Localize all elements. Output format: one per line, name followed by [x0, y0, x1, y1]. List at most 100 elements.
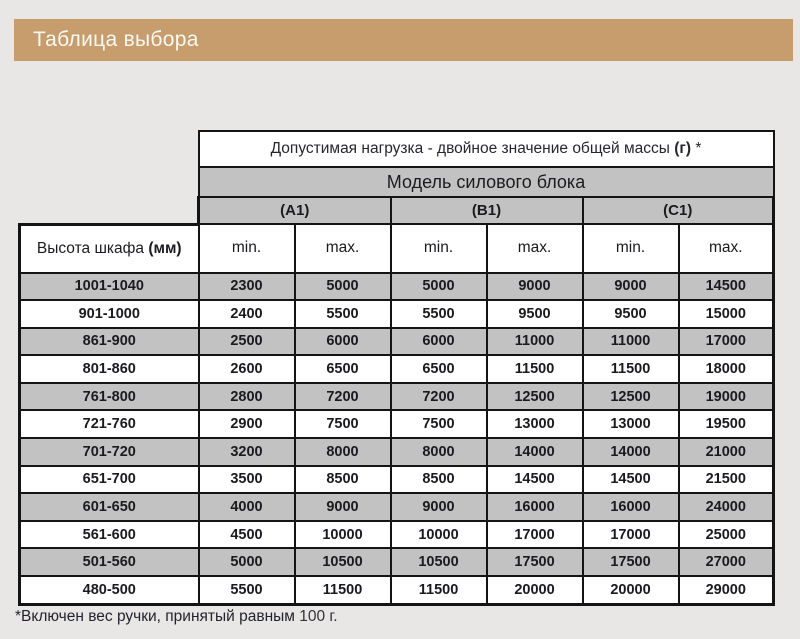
value-cell: 5000: [197, 547, 296, 578]
header-row-minmax: Высота шкафа (мм) min. max. min. max. mi…: [18, 222, 775, 274]
load-header-suffix: *: [695, 140, 702, 157]
value-cell: 27000: [677, 547, 775, 578]
minmax-cell: max.: [677, 223, 775, 274]
table-row: 721-760 2900 7500 7500 13000 13000 19500: [18, 409, 775, 440]
value-cell: 14000: [485, 437, 584, 467]
value-cell: 24000: [677, 492, 775, 522]
value-cell: 6000: [293, 326, 392, 357]
table-row: 801-860 2600 6500 6500 11500 11500 18000: [18, 354, 775, 384]
row-label: 501-560: [18, 547, 200, 578]
value-cell: 6500: [389, 354, 488, 384]
row-label: 601-650: [18, 492, 200, 522]
value-cell: 9000: [485, 271, 584, 302]
value-cell: 10500: [389, 547, 488, 578]
value-cell: 6500: [293, 354, 392, 384]
table-row: 561-600 4500 10000 10000 17000 17000 25000: [18, 519, 775, 550]
minmax-cell: min.: [197, 223, 296, 274]
value-cell: 2900: [197, 409, 296, 440]
table-body: 1001-1040 2300 5000 5000 9000 9000 14500 901-10…: [18, 271, 775, 606]
blank-corner: [20, 131, 199, 224]
value-cell: 9000: [389, 492, 488, 522]
value-cell: 7500: [293, 409, 392, 440]
value-cell: 5500: [293, 299, 392, 329]
footnote: *Включен вес ручки, принятый равным 100 …: [15, 608, 338, 626]
value-cell: 7200: [293, 381, 392, 412]
value-cell: 29000: [677, 575, 775, 606]
value-cell: 16000: [581, 492, 680, 522]
load-header-prefix: Допустимая нагрузка - двойное значение о…: [270, 140, 670, 157]
table-row: 501-560 5000 10500 10500 17500 17500 27000: [18, 547, 775, 578]
value-cell: 5000: [389, 271, 488, 302]
value-cell: 13000: [581, 409, 680, 440]
page-title-text: Таблица выбора: [33, 28, 199, 51]
value-cell: 2800: [197, 381, 296, 412]
value-cell: 21000: [677, 437, 775, 467]
value-cell: 17000: [485, 519, 584, 550]
table-row: 651-700 3500 8500 8500 14500 14500 21500: [18, 464, 775, 495]
header-row-units: (A1) (B1) (C1): [20, 196, 775, 225]
table-row: 901-1000 2400 5500 5500 9500 9500 15000: [18, 299, 775, 329]
table-row: 480-500 5500 11500 11500 20000 20000 29000: [18, 575, 775, 606]
value-cell: 12500: [581, 381, 680, 412]
value-cell: 19000: [677, 381, 775, 412]
value-cell: 11500: [293, 575, 392, 606]
row-label: 480-500: [18, 575, 200, 606]
value-cell: 14000: [581, 437, 680, 467]
height-header-prefix: Высота шкафа: [36, 239, 144, 257]
row-label: 561-600: [18, 519, 200, 550]
value-cell: 21500: [677, 464, 775, 495]
value-cell: 9500: [485, 299, 584, 329]
value-cell: 3500: [197, 464, 296, 495]
value-cell: 11500: [485, 354, 584, 384]
value-cell: 8000: [389, 437, 488, 467]
model-b1-cell: (B1): [389, 196, 584, 225]
value-cell: 9000: [581, 271, 680, 302]
value-cell: 17500: [485, 547, 584, 578]
minmax-cell: min.: [389, 223, 488, 274]
value-cell: 2400: [197, 299, 296, 329]
minmax-cell: min.: [581, 223, 680, 274]
value-cell: 25000: [677, 519, 775, 550]
value-cell: 2600: [197, 354, 296, 384]
value-cell: 12500: [485, 381, 584, 412]
value-cell: 18000: [677, 354, 775, 384]
value-cell: 11000: [581, 326, 680, 357]
row-label: 801-860: [18, 354, 200, 384]
value-cell: 11500: [581, 354, 680, 384]
value-cell: 11000: [485, 326, 584, 357]
table-row: 601-650 4000 9000 9000 16000 16000 24000: [18, 492, 775, 522]
footnote-text: *Включен вес ручки, принятый равным: [15, 608, 295, 625]
page-title: Таблица выбора: [14, 19, 793, 61]
value-cell: 10000: [389, 519, 488, 550]
load-header-cell: Допустимая нагрузка - двойное значение о…: [197, 130, 775, 168]
header-row-load: Допустимая нагрузка - двойное значение о…: [20, 130, 775, 168]
value-cell: 8500: [293, 464, 392, 495]
minmax-cell: max.: [485, 223, 584, 274]
value-cell: 6000: [389, 326, 488, 357]
value-cell: 20000: [485, 575, 584, 606]
value-cell: 17000: [581, 519, 680, 550]
model-a1-cell: (A1): [197, 196, 392, 225]
value-cell: 10500: [293, 547, 392, 578]
value-cell: 3200: [197, 437, 296, 467]
value-cell: 14500: [581, 464, 680, 495]
value-cell: 16000: [485, 492, 584, 522]
value-cell: 5500: [197, 575, 296, 606]
value-cell: 17000: [677, 326, 775, 357]
value-cell: 14500: [485, 464, 584, 495]
row-label: 901-1000: [18, 299, 200, 329]
value-cell: 17500: [581, 547, 680, 578]
minmax-cell: max.: [293, 223, 392, 274]
selection-table: Допустимая нагрузка - двойное значение о…: [18, 130, 775, 606]
value-cell: 9000: [293, 492, 392, 522]
value-cell: 5500: [389, 299, 488, 329]
model-header-cell: Модель силового блока: [197, 166, 775, 198]
value-cell: 5000: [293, 271, 392, 302]
value-cell: 9500: [581, 299, 680, 329]
value-cell: 7500: [389, 409, 488, 440]
value-cell: 2500: [197, 326, 296, 357]
table-row: 761-800 2800 7200 7200 12500 12500 19000: [18, 381, 775, 412]
value-cell: 8500: [389, 464, 488, 495]
height-header-cell: Высота шкафа (мм): [18, 222, 200, 274]
value-cell: 13000: [485, 409, 584, 440]
